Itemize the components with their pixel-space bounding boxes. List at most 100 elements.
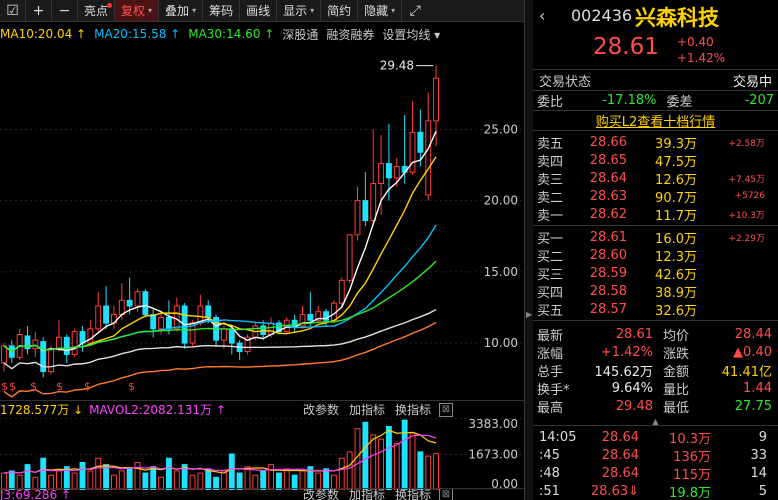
margin-link[interactable]: 融资融券 — [326, 27, 375, 42]
vol-switch-indicator-button[interactable]: 换指标 — [394, 403, 431, 417]
tick-n: 5 — [758, 483, 767, 499]
toolbar-hide-button[interactable]: 隐藏 ▾ — [358, 0, 403, 21]
candle-body — [32, 339, 39, 350]
caret-down-icon: ▾ — [192, 6, 197, 15]
price-change: +0.40 +1.42% — [677, 34, 725, 66]
candle-body — [393, 165, 400, 179]
candle-body — [48, 348, 55, 373]
zoom-in-button[interactable]: + — [26, 0, 52, 21]
candle-body — [425, 120, 432, 196]
bid-row[interactable]: 买一 28.61 16.0万 +2.29万 — [533, 228, 778, 247]
candle-body — [275, 322, 282, 333]
candle-body — [118, 299, 125, 316]
candle-body — [244, 336, 251, 353]
toolbar-simple-button[interactable]: 简约 — [321, 0, 359, 21]
kdj-close-icon[interactable]: ⊠ — [439, 489, 453, 500]
volume-bar — [362, 421, 369, 490]
book-vol: 12.3万 — [655, 249, 697, 265]
stat-k1: 涨幅 — [537, 346, 564, 362]
toolbar-display-button[interactable]: 显示 ▾ — [277, 0, 322, 21]
collapse-arrow-icon[interactable]: ▶ — [526, 310, 533, 319]
candle-body — [354, 200, 361, 236]
tick-t: :45 — [539, 447, 560, 463]
bid-row[interactable]: 买五 28.57 32.6万 — [533, 300, 778, 319]
j3-value: J3:69.286 ↑ — [0, 488, 72, 500]
toolbar-overlay-button[interactable]: 叠加 ▾ — [159, 0, 204, 21]
book-label: 买四 — [537, 285, 564, 301]
tick-list: 14:05 28.64 10.3万 9:45 28.64 136万 33:48 28.64 11… — [533, 425, 778, 500]
tick-v: 10.3万 — [669, 431, 711, 447]
ask-row[interactable]: 卖五 28.66 39.3万 +2.58万 — [533, 133, 778, 152]
ma5-line — [3, 130, 437, 353]
stock-code: 002436 — [571, 6, 633, 25]
toolbar-chips-button[interactable]: 筹码 — [203, 0, 241, 21]
ask-row[interactable]: 卖四 28.65 47.5万 — [533, 151, 778, 170]
bid-row[interactable]: 买四 28.58 38.9万 — [533, 282, 778, 301]
book-vol: 42.6万 — [655, 267, 697, 283]
book-vol: 32.6万 — [655, 303, 697, 319]
y-tick-label: 15.00 — [484, 265, 518, 279]
tick-n: 9 — [758, 429, 767, 445]
expand-icon[interactable]: ⤢ — [409, 2, 421, 19]
bid-row[interactable]: 买二 28.60 12.3万 — [533, 246, 778, 265]
toolbar-draw-button[interactable]: 画线 — [240, 0, 278, 21]
checkbox-icon[interactable]: ☑ — [0, 0, 26, 21]
candle-body — [370, 183, 377, 222]
candle-body — [433, 77, 440, 122]
candle-body — [205, 305, 212, 318]
l2-link[interactable]: 购买L2查看十档行情 — [595, 115, 716, 130]
bid-row[interactable]: 买三 28.59 42.6万 — [533, 264, 778, 283]
ask-row[interactable]: 卖一 28.62 11.7万 +10.3万 — [533, 205, 778, 224]
ticks-expand-icon[interactable]: ▲ — [652, 416, 659, 426]
vol-close-icon[interactable]: ⊠ — [439, 402, 453, 417]
ma-legend: MA10:20.04 ↑ MA20:15.58 ↑ MA30:14.60 ↑ 深… — [0, 25, 525, 43]
notification-dot — [107, 3, 113, 8]
zoom-out-button[interactable]: − — [52, 0, 78, 21]
stat-v2: 1.44 — [743, 380, 772, 396]
volume-bar — [370, 434, 377, 490]
kdj-switch-indicator-button[interactable]: 换指标 — [394, 488, 431, 500]
sgt-link[interactable]: 深股通 — [282, 27, 319, 42]
ma120-line — [3, 321, 437, 398]
collapse-handle[interactable]: ▶ — [525, 0, 533, 500]
candle-body — [87, 328, 94, 344]
volume-bar — [8, 470, 15, 490]
tick-t: :48 — [539, 465, 560, 481]
volume-bar — [205, 468, 212, 490]
toolbar-adjust-button[interactable]: 复权 ▾ — [115, 0, 160, 21]
kdj-edit-params-button[interactable]: 改参数 — [302, 488, 339, 500]
volume-bar — [16, 474, 23, 490]
wc-label: 委差 — [666, 95, 693, 110]
vol-edit-params-button[interactable]: 改参数 — [302, 403, 339, 417]
volume-bar — [228, 453, 235, 490]
stat-k2: 量比 — [663, 382, 690, 398]
signal-marker: $ — [30, 380, 37, 393]
book-vol: 47.5万 — [655, 154, 697, 170]
volume-bar — [134, 461, 141, 490]
book-label: 卖三 — [537, 172, 564, 188]
last-price: 28.61 — [593, 34, 659, 60]
ma60-line — [3, 309, 437, 370]
vol-add-indicator-button[interactable]: 加指标 — [348, 403, 385, 417]
back-icon[interactable]: ‹ — [539, 6, 546, 25]
tick-v: 115万 — [673, 467, 711, 483]
caret-down-icon: ▾ — [148, 6, 153, 15]
volume-chart[interactable]: 3383.00 1673.00 0.00 — [0, 418, 525, 490]
toolbar-button-label: 叠加 — [165, 4, 190, 18]
book-label: 卖五 — [537, 136, 564, 152]
kdj-add-indicator-button[interactable]: 加指标 — [348, 488, 385, 500]
candle-body — [63, 336, 70, 355]
candle-body — [362, 200, 369, 222]
toolbar-highlights-button[interactable]: 亮点 — [78, 0, 116, 21]
ma-settings-button[interactable]: 设置均线 ▾ — [382, 27, 441, 42]
tick-v: 136万 — [673, 449, 711, 465]
tick-n: 14 — [750, 465, 767, 481]
volume-bar — [24, 464, 31, 490]
ask-row[interactable]: 卖三 28.64 12.6万 +7.45万 — [533, 169, 778, 188]
tick-row: 14:05 28.64 10.3万 9 — [533, 428, 778, 447]
ask-row[interactable]: 卖二 28.63 90.7万 +5726 — [533, 187, 778, 206]
candle-body — [126, 299, 133, 307]
stat-v2: 28.44 — [734, 326, 772, 342]
stats-row: 总手 145.62万 金额 41.41亿 — [533, 361, 778, 380]
